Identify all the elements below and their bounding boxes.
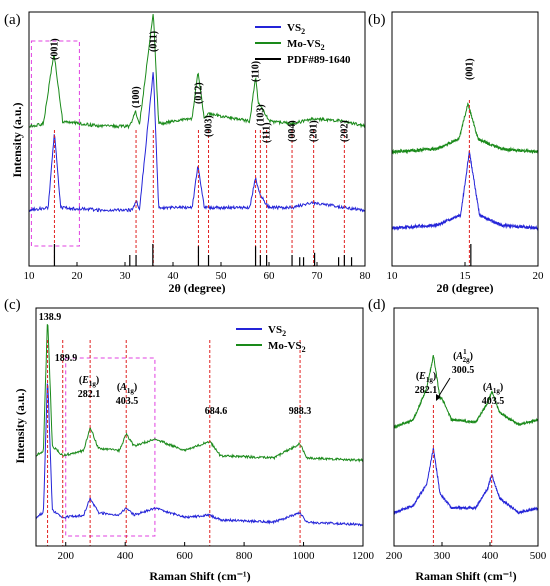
series-line-vs2 — [36, 383, 363, 527]
peak-label: (201) — [309, 120, 320, 142]
ylabel-a: Intensity (a.u.) — [10, 102, 24, 177]
series-line-vs2 — [392, 151, 538, 231]
legend-label: PDF#89-1640 — [287, 54, 351, 66]
xlabel-d: Raman Shift (cm⁻¹) — [415, 569, 516, 583]
x-tick-label: 400 — [482, 550, 499, 562]
peak-label-a1g: (A1g) — [117, 382, 137, 395]
xlabel-c: Raman Shift (cm⁻¹) — [149, 569, 250, 583]
peak-value-d-300-5: 300.5 — [452, 365, 475, 376]
plot-frame — [35, 307, 364, 547]
plot-frame — [28, 11, 366, 267]
peak-label: (003) — [204, 115, 215, 137]
peak-label: (100) — [131, 86, 142, 108]
peak-label-d-e1g: (E1g) — [416, 371, 436, 384]
peak-label: (012) — [193, 82, 204, 104]
x-tick-label: 40 — [168, 270, 180, 282]
peak-value-282-1: 282.1 — [78, 389, 101, 400]
series-line-vs2 — [29, 72, 365, 213]
x-tick-label: 300 — [434, 550, 451, 562]
series-line-mo-vs2 — [394, 354, 538, 429]
peak-value-d-403-5: 403.5 — [482, 396, 505, 407]
peak-value-403-5: 403.5 — [116, 396, 139, 407]
x-tick-label: 10 — [24, 270, 36, 282]
panel-letter-c: (c) — [4, 297, 21, 313]
legend-label: Mo-VS2 — [268, 340, 306, 354]
x-tick-label: 800 — [236, 550, 253, 562]
annotation-arrow — [436, 377, 451, 401]
ylabel-c: Intensity (a.u.) — [13, 388, 27, 463]
peak-label-d-a2g: (A1 2g) — [453, 348, 473, 364]
legend-label: VS2 — [287, 22, 305, 36]
peak-label-d-a1g: (A1g) — [483, 382, 503, 395]
x-tick-label: 600 — [176, 550, 193, 562]
series-line-mo-vs2 — [36, 324, 363, 463]
plot-frame — [393, 307, 539, 547]
x-tick-label: 200 — [386, 550, 403, 562]
x-tick-label: 30 — [120, 270, 132, 282]
series-group — [394, 354, 538, 546]
highlight-box — [30, 40, 80, 247]
series-group — [36, 324, 363, 546]
x-tick-label: 400 — [117, 550, 134, 562]
x-tick-label: 15 — [460, 270, 472, 282]
series-line-mo-vs2 — [29, 13, 365, 130]
peak-label: (103) — [255, 104, 266, 126]
peak-label: (110) — [251, 61, 262, 82]
xlabel-a: 2θ (degree) — [168, 281, 225, 295]
x-tick-label: 1200 — [352, 550, 375, 562]
x-tick-label: 200 — [57, 550, 74, 562]
x-tick-label: 60 — [264, 270, 276, 282]
series-line-mo-vs2 — [392, 102, 538, 155]
peak-value-d-282-1: 282.1 — [415, 385, 438, 396]
x-tick-label: 10 — [387, 270, 399, 282]
panel-letter-b: (b) — [368, 12, 386, 28]
series-line-vs2 — [394, 447, 538, 515]
panel-letter-d: (d) — [368, 297, 386, 313]
series-group — [392, 100, 538, 266]
x-tick-label: 70 — [312, 270, 324, 282]
x-tick-label: 20 — [533, 270, 545, 282]
peak-label: (001) — [464, 58, 475, 80]
series-group — [29, 13, 365, 266]
x-tick-label: 50 — [216, 270, 228, 282]
peak-label: (001) — [49, 38, 60, 60]
x-tick-label: 1000 — [293, 550, 316, 562]
peak-label: (011) — [148, 31, 159, 52]
panel-letter-a: (a) — [4, 12, 21, 28]
peak-label: (111) — [262, 122, 273, 143]
highlight-box — [65, 357, 156, 537]
legend-label: VS2 — [268, 324, 286, 338]
peak-label-e1g: (E1g) — [79, 375, 99, 388]
xlabel-b: 2θ (degree) — [436, 281, 493, 295]
peak-label: (004) — [287, 120, 298, 142]
peak-label-138-9: 138.9 — [39, 312, 62, 323]
peak-label-189-9: 189.9 — [55, 353, 78, 364]
peak-label-988-3: 988.3 — [289, 406, 312, 417]
peak-label: (202) — [339, 120, 350, 142]
x-tick-label: 500 — [530, 550, 547, 562]
legend-label: Mo-VS2 — [287, 38, 325, 52]
x-tick-label: 80 — [360, 270, 372, 282]
x-tick-label: 20 — [72, 270, 84, 282]
peak-label-684-6: 684.6 — [205, 406, 228, 417]
